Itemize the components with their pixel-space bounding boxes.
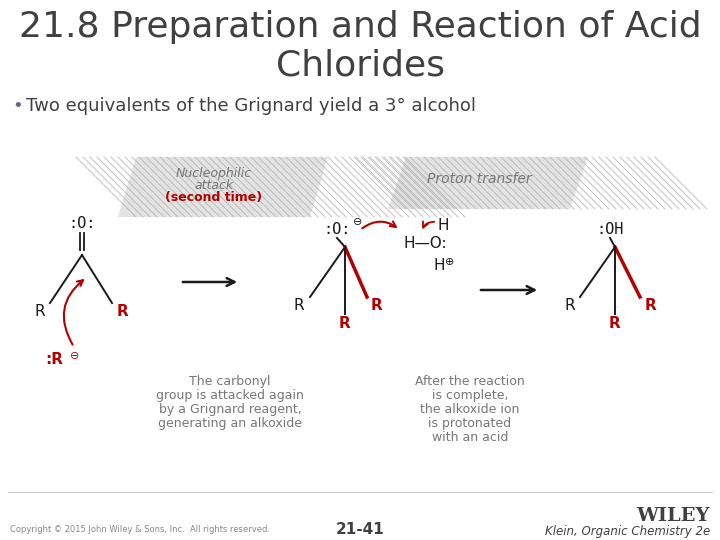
Text: H: H [433,259,445,273]
Text: by a Grignard reagent,: by a Grignard reagent, [158,403,302,416]
Text: Klein, Organic Chemistry 2e: Klein, Organic Chemistry 2e [545,525,710,538]
Text: :OH: :OH [596,222,624,238]
Polygon shape [118,157,328,217]
Text: R: R [609,316,621,332]
Text: group is attacked again: group is attacked again [156,389,304,402]
Text: •: • [12,97,23,115]
Text: Two equivalents of the Grignard yield a 3° alcohol: Two equivalents of the Grignard yield a … [26,97,476,115]
Text: ⊖: ⊖ [70,351,79,361]
Text: R: R [116,303,128,319]
Text: ⊖: ⊖ [353,217,362,227]
Text: R: R [294,299,305,314]
Text: R: R [644,299,656,314]
Text: :R: :R [45,352,63,367]
Text: generating an alkoxide: generating an alkoxide [158,417,302,430]
Text: R: R [371,299,383,314]
Text: 21.8 Preparation and Reaction of Acid: 21.8 Preparation and Reaction of Acid [19,10,701,44]
Text: with an acid: with an acid [432,431,508,444]
Text: :O:: :O: [323,222,351,238]
Text: H—O:: H—O: [403,237,447,252]
Text: The carbonyl: The carbonyl [189,375,271,388]
Text: is protonated: is protonated [428,417,512,430]
Text: WILEY: WILEY [636,507,710,525]
Text: :O:: :O: [68,215,96,231]
Text: attack: attack [194,179,233,192]
Text: 21-41: 21-41 [336,523,384,537]
Text: After the reaction: After the reaction [415,375,525,388]
Text: Chlorides: Chlorides [276,48,444,82]
Polygon shape [388,157,588,209]
Text: Nucleophilic: Nucleophilic [176,167,252,180]
Text: the alkoxide ion: the alkoxide ion [420,403,520,416]
Text: H: H [437,219,449,233]
Text: R: R [564,299,575,314]
Text: Copyright © 2015 John Wiley & Sons, Inc.  All rights reserved.: Copyright © 2015 John Wiley & Sons, Inc.… [10,525,270,535]
Text: (second time): (second time) [166,191,263,204]
Text: R: R [35,303,45,319]
Text: R: R [339,316,351,332]
Text: is complete,: is complete, [432,389,508,402]
Text: Proton transfer: Proton transfer [427,172,531,186]
Text: ⊕: ⊕ [445,257,455,267]
